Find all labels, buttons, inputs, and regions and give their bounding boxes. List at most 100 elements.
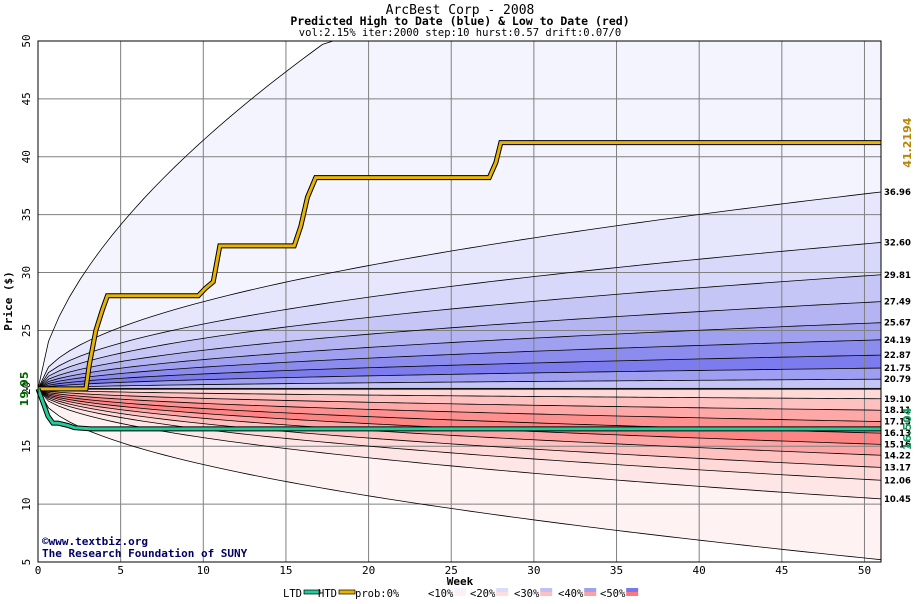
x-tick-label: 45: [775, 564, 788, 577]
quantile-contour: [37, 339, 882, 390]
upper-quantile-end-label: 27.49: [884, 298, 911, 308]
legend-swatch: [626, 592, 639, 596]
series-lines: [35, 140, 881, 432]
lower-quantile-band: [38, 388, 881, 411]
x-tick-label: 35: [610, 564, 623, 577]
upper-quantile-end-label: 29.81: [884, 271, 911, 281]
legend-swatch: [496, 588, 509, 592]
upper-quantile-band: [38, 355, 881, 389]
y-tick-label: 30: [20, 266, 33, 279]
lower-quantile-band: [38, 388, 881, 422]
legend-swatch: [454, 592, 467, 596]
credit-org: The Research Foundation of SUNY: [42, 547, 248, 560]
chart-params: vol:2.15% iter:2000 step:10 hurst:0.57 d…: [299, 27, 621, 39]
upper-quantile-end-label: 36.96: [884, 188, 911, 198]
quantile-contour: [37, 388, 882, 400]
upper-quantile-end-label: 21.75: [884, 364, 911, 374]
upper-quantile-band: [38, 301, 881, 389]
legend-swatch: [626, 588, 639, 592]
quantile-contour: [37, 388, 882, 411]
legend-swatch: [540, 592, 553, 596]
x-tick-label: 25: [445, 564, 458, 577]
x-tick-label: 50: [858, 564, 871, 577]
lower-quantile-end-label: 18.11: [884, 406, 911, 416]
legend-label: <50%: [600, 588, 626, 600]
x-tick-label: 15: [279, 564, 292, 577]
legend-label: <10%: [428, 588, 454, 600]
y-axis-label: Price ($): [2, 271, 15, 331]
upper-quantile-band: [38, 322, 881, 389]
upper-quantile-end-label: 20.79: [884, 375, 911, 385]
legend: LTD HTD prob:0% <10% <20% <30% <40% <50%: [283, 588, 639, 600]
quantile-contour: [37, 274, 882, 390]
chart-title: ArcBest Corp - 2008: [386, 3, 535, 18]
legend-swatch: [454, 588, 467, 592]
lower-quantile-end-label: 16.13: [884, 429, 911, 439]
y-tick-label: 15: [20, 440, 33, 453]
quantile-contour: [37, 388, 882, 422]
y-tick-label: 50: [20, 34, 33, 47]
credit-website: ©www.textbiz.org: [42, 535, 148, 548]
quantile-contour: [37, 388, 882, 468]
quantile-contour: [37, 242, 882, 390]
legend-label: <40%: [558, 588, 584, 600]
upper-quantile-band: [38, 191, 881, 389]
upper-quantile-end-label: 22.87: [884, 351, 911, 361]
lower-quantile-end-label: 13.17: [884, 463, 911, 473]
legend-swatch: [584, 592, 597, 596]
start-price-label: 19.95: [18, 372, 31, 407]
x-tick-label: 0: [35, 564, 42, 577]
chart-subtitle: Predicted High to Date (blue) & Low to D…: [290, 14, 629, 28]
legend-label: prob:0%: [355, 588, 400, 600]
lower-quantile-end-label: 10.45: [884, 495, 911, 505]
x-tick-label: 20: [362, 564, 375, 577]
x-tick-label: 5: [117, 564, 124, 577]
legend-line-swatch: [303, 589, 321, 595]
y-tick-label: 10: [20, 497, 33, 510]
quantile-contour: [37, 191, 882, 390]
upper-quantile-band: [38, 379, 881, 389]
quantile-contour: [37, 388, 882, 456]
upper-quantile-end-label: 32.60: [884, 238, 911, 248]
upper-quantile-end-label: 24.19: [884, 336, 911, 346]
legend-swatch: [584, 588, 597, 592]
legend-label-ltd: LTD: [283, 588, 302, 600]
y-tick-label: 35: [20, 208, 33, 221]
htd-final-label: 41.2194: [901, 117, 914, 167]
lower-quantile-end-label: 12.06: [884, 476, 911, 486]
legend-swatch: [540, 588, 553, 592]
series-line-htd: [38, 141, 881, 391]
y-tick-label: 45: [20, 92, 33, 105]
quantile-bands: [38, 41, 881, 560]
legend-line-swatch: [338, 589, 356, 595]
y-axis-ticks: 5 10 15 20 25 30 35 40 45 50: [20, 34, 33, 565]
lower-quantile-end-label: 17.13: [884, 418, 911, 428]
plot-frame: [37, 40, 882, 563]
quantile-contour: [37, 378, 882, 390]
legend-label-htd: HTD: [318, 588, 337, 600]
lower-quantile-band: [38, 388, 881, 434]
quantile-end-labels: 36.96 32.60 29.81 27.49 25.67 24.19 22.87 21.75…: [884, 188, 911, 505]
quantile-contour: [37, 388, 882, 481]
lower-quantile-band: [38, 388, 881, 560]
outer-lower-contour: [37, 388, 882, 561]
lower-quantile-band: [38, 388, 881, 499]
x-tick-label: 10: [197, 564, 210, 577]
x-axis-ticks: 0 5 10 15 20 25 30 35 40 45 50: [35, 564, 871, 577]
y-tick-label: 20: [20, 382, 33, 395]
ltd-final-label: 16.504: [901, 407, 914, 450]
series-line-ltd: [36, 388, 881, 431]
x-tick-label: 40: [693, 564, 706, 577]
upper-quantile-end-label: 25.67: [884, 319, 911, 329]
upper-quantile-band: [38, 339, 881, 389]
quantile-contour: [37, 354, 882, 390]
lower-quantile-end-label: 19.10: [884, 395, 911, 405]
upper-quantile-band: [38, 274, 881, 389]
lower-quantile-end-label: 14.22: [884, 451, 911, 461]
y-tick-label: 5: [20, 559, 33, 566]
legend-label: <20%: [470, 588, 496, 600]
lower-quantile-band: [38, 388, 881, 481]
x-axis-label: Week: [447, 575, 474, 588]
